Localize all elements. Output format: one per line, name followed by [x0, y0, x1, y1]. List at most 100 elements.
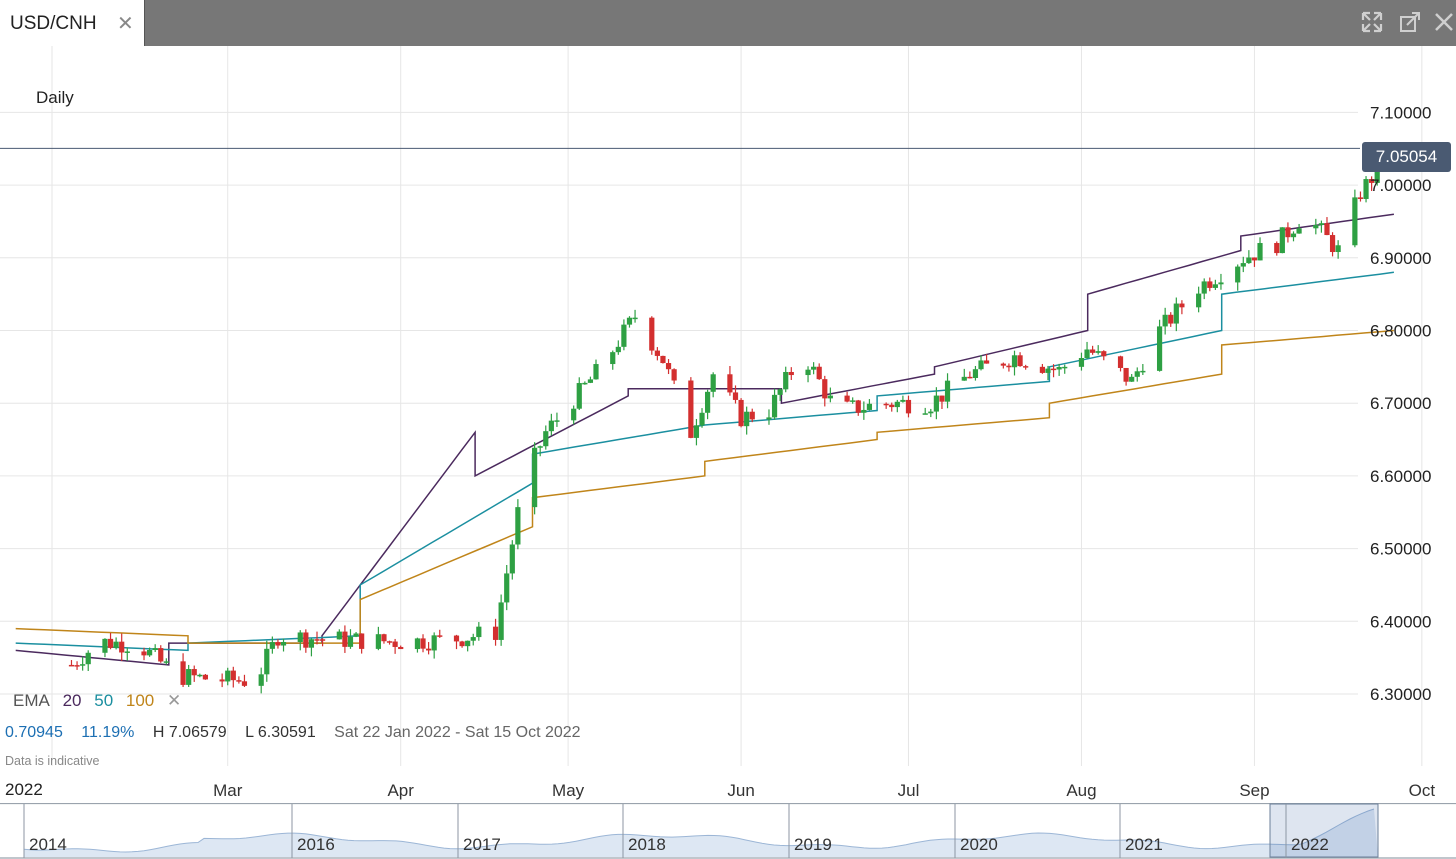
candle-body [258, 674, 264, 686]
candle-body [827, 395, 833, 399]
candle [186, 664, 192, 687]
candle-body [219, 679, 225, 682]
candle [1123, 367, 1129, 386]
candle [152, 644, 158, 653]
ema-50-label[interactable]: 50 [94, 691, 114, 710]
candle-body [576, 383, 582, 409]
ema-100-label[interactable]: 100 [125, 691, 155, 710]
candle [1078, 352, 1085, 371]
candle [961, 368, 967, 381]
candle-body [1023, 366, 1029, 368]
candle [626, 316, 633, 328]
price-chart[interactable]: 7.10000 7.00000 6.90000 6.80000 6.70000 6.600… [0, 46, 1456, 803]
time-navigator[interactable]: 2014 2016 2017 2018 2019 2020 2021 2022 [0, 803, 1456, 859]
candle [68, 660, 75, 667]
ema-remove-icon[interactable]: ✕ [167, 691, 182, 710]
candle-body [1313, 224, 1319, 229]
candle-body [437, 635, 443, 637]
candle-body [264, 648, 270, 675]
candle-body [944, 380, 951, 402]
candle-body [844, 395, 850, 402]
candle-body [744, 411, 750, 427]
candle [1257, 237, 1263, 261]
candle [1201, 278, 1207, 300]
candle [1039, 363, 1045, 374]
candle-body [961, 376, 967, 381]
candle-body [1011, 355, 1018, 368]
candle [1090, 345, 1096, 355]
candle-body [1318, 223, 1324, 225]
candle [359, 633, 365, 654]
candle-body [426, 648, 432, 651]
close-window-icon[interactable] [1430, 8, 1456, 36]
candle [654, 347, 660, 361]
candle [258, 667, 264, 694]
candle [771, 388, 778, 420]
candle [113, 637, 119, 650]
candle-body [1251, 257, 1258, 261]
candle-body [180, 661, 186, 685]
candle-body [119, 641, 125, 653]
candle-body [933, 395, 939, 412]
candle-body [705, 391, 711, 413]
candle [74, 661, 80, 670]
candle [1324, 217, 1330, 236]
candle-body [1140, 370, 1146, 373]
candle-body [1369, 179, 1375, 183]
tab-close-icon[interactable]: ✕ [117, 13, 134, 35]
candle-body [241, 681, 248, 686]
candle-body [632, 317, 638, 320]
candle [202, 674, 208, 680]
candle-body [1290, 233, 1297, 238]
candle [939, 395, 945, 410]
candle-body [314, 639, 320, 641]
ema-20-label[interactable]: 20 [62, 691, 82, 710]
candle [353, 632, 359, 638]
start-year-label: 2022 [5, 780, 43, 799]
candle-body [777, 389, 783, 395]
candle-body [699, 412, 705, 426]
candle [1006, 363, 1012, 372]
candle [582, 381, 588, 385]
candle-body [554, 420, 560, 422]
candle-body [1335, 245, 1341, 253]
candle [1134, 367, 1140, 382]
candle [883, 402, 889, 409]
instrument-tab[interactable]: USD/CNH ✕ [0, 0, 145, 46]
candle-body [587, 379, 594, 383]
navigator-year-label: 2020 [960, 835, 998, 854]
candle [571, 405, 577, 425]
candle-body [80, 664, 86, 666]
candle [102, 638, 108, 658]
candle [1290, 231, 1297, 242]
candle-body [1363, 179, 1369, 199]
candle [738, 398, 744, 428]
candle-body [688, 380, 694, 438]
candle [158, 645, 164, 663]
navigator-year-label: 2017 [463, 835, 501, 854]
candle-body [967, 376, 973, 379]
navigator-window[interactable] [1269, 803, 1379, 858]
candle-body [822, 379, 828, 399]
candle [509, 540, 515, 580]
candle-body [85, 652, 91, 665]
candle [866, 399, 873, 411]
y-tick-label: 7.00000 [1370, 176, 1431, 195]
candle [944, 373, 951, 409]
candle [732, 385, 739, 404]
candle [710, 372, 716, 398]
popout-icon[interactable] [1396, 8, 1424, 36]
candle [1056, 363, 1062, 376]
candle-body [783, 371, 789, 390]
candle-body [889, 404, 895, 408]
low-value: L 6.30591 [245, 724, 316, 741]
candle-body [883, 403, 889, 406]
expand-icon[interactable] [1358, 8, 1386, 36]
candle-body [543, 431, 549, 447]
candle-body [398, 646, 404, 650]
candle [1369, 176, 1375, 191]
candle [1000, 362, 1006, 369]
candle [811, 362, 817, 375]
candle [225, 667, 231, 686]
candle [453, 634, 460, 650]
